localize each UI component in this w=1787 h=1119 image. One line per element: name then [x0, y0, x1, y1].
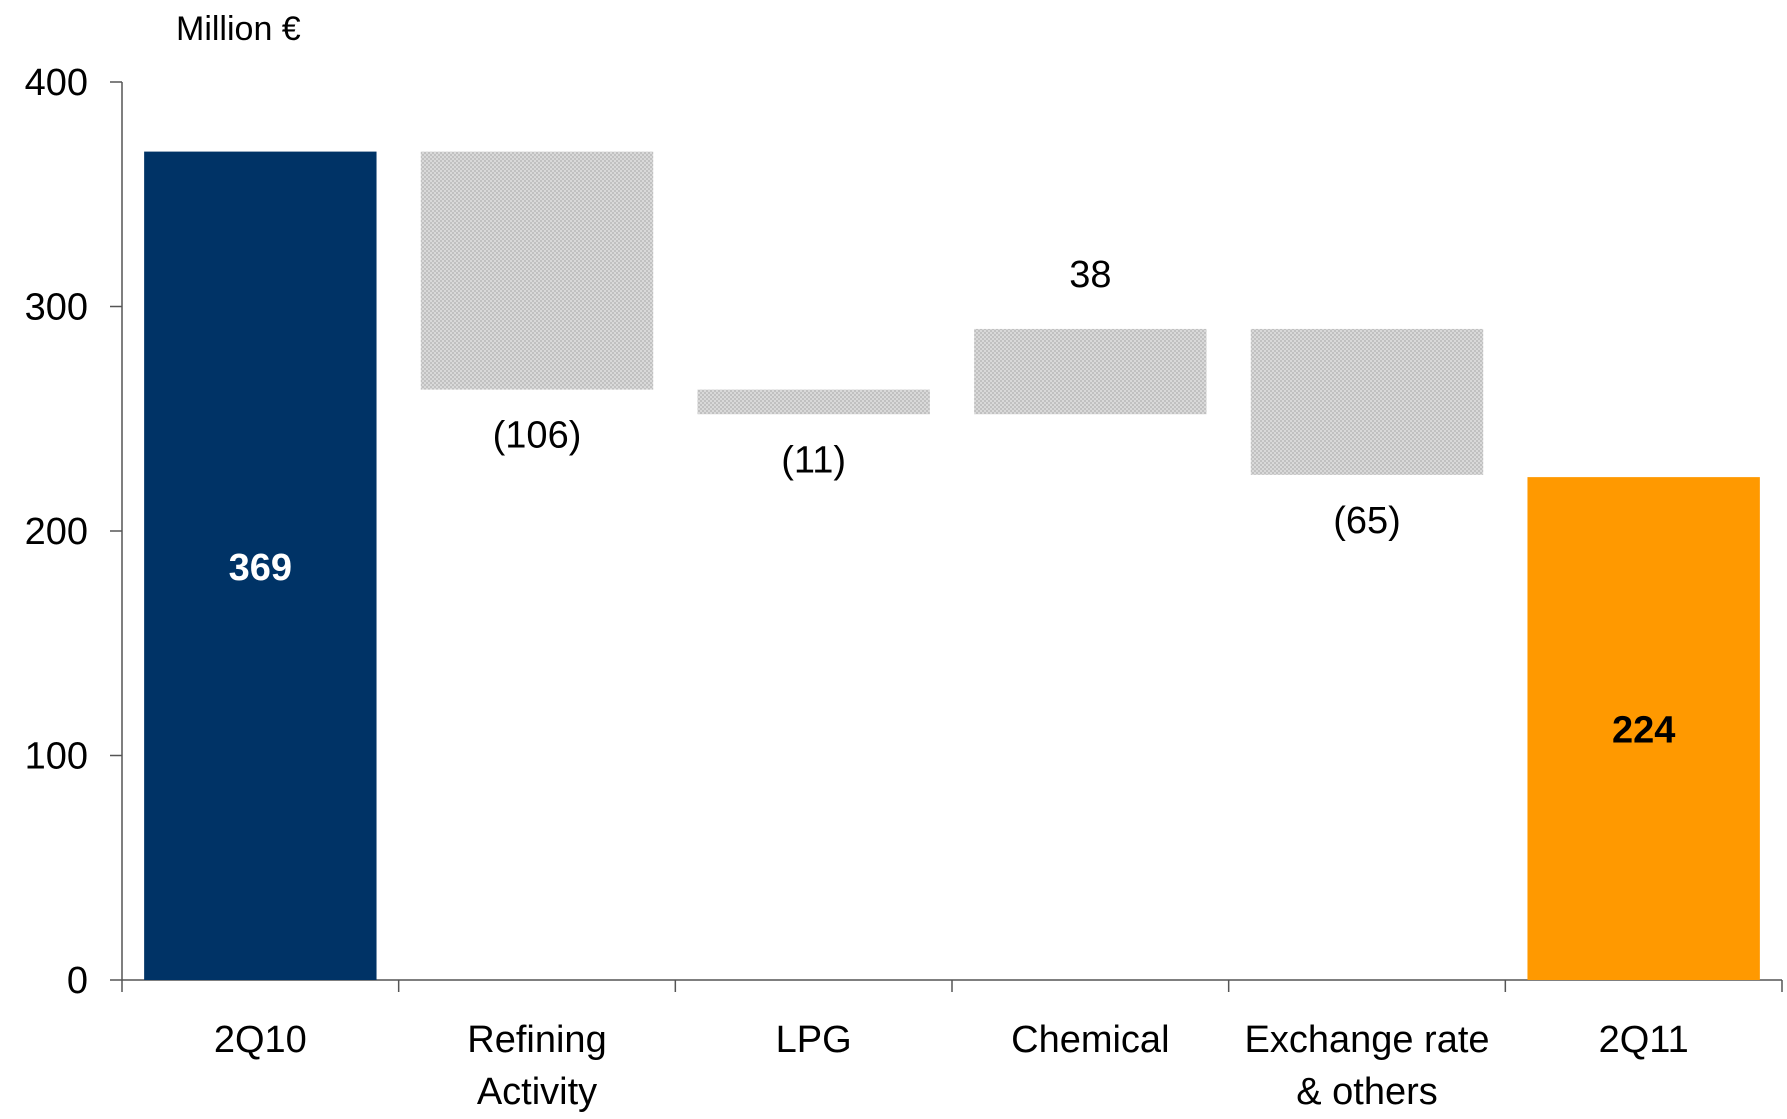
bar-2	[697, 389, 930, 415]
category-label-4: Exchange rate & others	[1244, 1019, 1489, 1113]
category-label-2: LPG	[776, 1019, 852, 1061]
bar-4	[1250, 328, 1484, 475]
data-label-1: (106)	[493, 415, 582, 457]
bar-0	[144, 151, 377, 981]
category-label-3: Chemical	[1011, 1019, 1169, 1061]
y-tick-label: 200	[25, 511, 88, 553]
y-tick-label: 0	[67, 960, 88, 1002]
data-labels: 369 (106) (11) 38 (65) 224	[229, 254, 1676, 752]
unit-label: Million €	[176, 10, 301, 48]
data-label-3: 38	[1069, 254, 1111, 296]
x-tick-labels: 2Q10 Refining Activity LPG Chemical Exchange …	[214, 1019, 1689, 1113]
bar-1	[420, 151, 654, 390]
category-label-5: 2Q11	[1599, 1019, 1689, 1061]
data-label-2: (11)	[781, 439, 846, 481]
category-label-1: Refining Activity	[467, 1019, 606, 1113]
bar-5	[1527, 477, 1760, 980]
category-label-0: 2Q10	[214, 1019, 307, 1061]
y-tick-label: 400	[25, 62, 88, 104]
data-label-4: (65)	[1333, 500, 1401, 542]
axes: 0 100 200 300 400	[25, 62, 1783, 1002]
data-label-0: 369	[229, 547, 292, 589]
data-label-5: 224	[1612, 710, 1675, 752]
bars	[144, 151, 1760, 981]
bar-3	[974, 328, 1207, 415]
y-tick-label: 300	[25, 287, 88, 329]
y-tick-label: 100	[25, 736, 88, 778]
